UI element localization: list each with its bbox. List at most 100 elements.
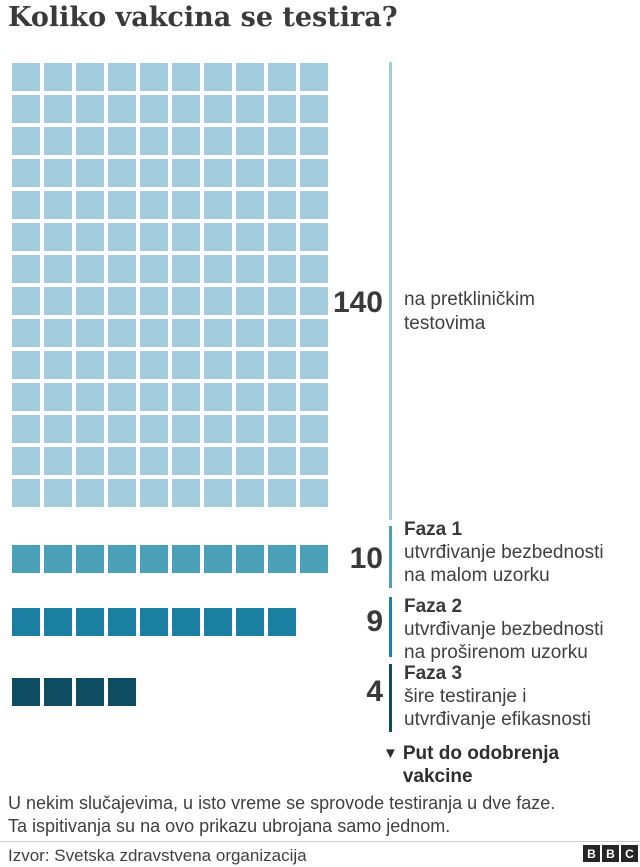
unit-square-preclinical (108, 351, 136, 379)
unit-square-preclinical (108, 415, 136, 443)
unit-square-preclinical (108, 159, 136, 187)
unit-square-preclinical (108, 287, 136, 315)
count-label-faza-1: 10 (349, 542, 383, 575)
description-faza-1: Faza 1 utvrđivanje bezbednosti na malom … (404, 518, 604, 587)
bbc-logo: B B C (583, 845, 638, 862)
unit-square-preclinical (76, 447, 104, 475)
unit-square-faza-3 (76, 678, 104, 706)
source-credit: Izvor: Svetska zdravstvena organizacija (8, 846, 307, 865)
count-label-faza-2: 9 (366, 605, 383, 638)
unit-square-preclinical (108, 223, 136, 251)
unit-square-faza-1 (44, 545, 72, 573)
unit-square-preclinical (76, 479, 104, 507)
unit-square-preclinical (140, 447, 168, 475)
unit-square-faza-2 (204, 608, 232, 636)
phase-heading: Faza 3 (404, 663, 463, 684)
unit-square-preclinical (204, 255, 232, 283)
unit-square-preclinical (12, 191, 40, 219)
unit-square-preclinical (300, 383, 328, 411)
unit-square-preclinical (140, 127, 168, 155)
unit-square-preclinical (12, 63, 40, 91)
unit-square-preclinical (12, 319, 40, 347)
unit-square-preclinical (44, 95, 72, 123)
unit-square-faza-2 (108, 608, 136, 636)
unit-square-preclinical (140, 351, 168, 379)
unit-square-preclinical (236, 383, 264, 411)
unit-square-preclinical (44, 159, 72, 187)
unit-square-preclinical (300, 63, 328, 91)
unit-square-preclinical (44, 287, 72, 315)
unit-square-preclinical (204, 127, 232, 155)
unit-square-preclinical (268, 127, 296, 155)
footnote-line: U nekim slučajevima, u isto vreme se spr… (8, 793, 556, 813)
unit-square-preclinical (236, 223, 264, 251)
guide-line-faza-2 (389, 597, 392, 657)
unit-square-faza-2 (236, 608, 264, 636)
unit-square-preclinical (204, 447, 232, 475)
description-faza-3: Faza 3 šire testiranje i utvrđivanje efi… (404, 662, 591, 731)
unit-square-faza-1 (172, 545, 200, 573)
unit-square-preclinical (172, 479, 200, 507)
unit-square-preclinical (172, 63, 200, 91)
unit-square-preclinical (300, 191, 328, 219)
unit-square-preclinical (300, 415, 328, 443)
unit-square-faza-2 (268, 608, 296, 636)
unit-square-preclinical (204, 415, 232, 443)
unit-square-preclinical (44, 447, 72, 475)
unit-square-faza-2 (172, 608, 200, 636)
unit-square-preclinical (108, 255, 136, 283)
unit-square-faza-2 (12, 608, 40, 636)
unit-square-preclinical (76, 159, 104, 187)
unit-square-preclinical (44, 351, 72, 379)
bbc-logo-block: B (583, 845, 600, 862)
unit-square-preclinical (140, 191, 168, 219)
unit-square-preclinical (204, 383, 232, 411)
unit-square-preclinical (236, 319, 264, 347)
unit-square-faza-1 (204, 545, 232, 573)
footnote-line: Ta ispitivanja su na ovo prikazu ubrojan… (8, 816, 451, 836)
unit-square-preclinical (204, 319, 232, 347)
unit-square-preclinical (12, 479, 40, 507)
unit-square-faza-3 (44, 678, 72, 706)
unit-square-preclinical (300, 447, 328, 475)
unit-square-preclinical (44, 479, 72, 507)
unit-square-preclinical (76, 415, 104, 443)
unit-square-faza-1 (300, 545, 328, 573)
chart-title: Koliko vakcina se testira? (8, 2, 398, 33)
unit-square-preclinical (76, 223, 104, 251)
unit-square-preclinical (236, 255, 264, 283)
count-label-faza-3: 4 (366, 675, 383, 708)
unit-square-preclinical (12, 255, 40, 283)
unit-square-preclinical (12, 223, 40, 251)
unit-square-preclinical (12, 95, 40, 123)
unit-square-preclinical (140, 287, 168, 315)
unit-square-preclinical (140, 479, 168, 507)
waffle-grid-faza-3 (12, 678, 330, 706)
unit-square-preclinical (172, 191, 200, 219)
description-preclinical: na pretkliničkim testovima (404, 288, 535, 336)
unit-square-preclinical (204, 191, 232, 219)
unit-square-preclinical (12, 351, 40, 379)
unit-square-preclinical (236, 479, 264, 507)
description-faza-2: Faza 2 utvrđivanje bezbednosti na prošir… (404, 595, 604, 664)
guide-line-faza-1 (389, 526, 392, 588)
unit-square-preclinical (204, 223, 232, 251)
unit-square-preclinical (140, 159, 168, 187)
unit-square-preclinical (140, 319, 168, 347)
unit-square-preclinical (172, 127, 200, 155)
bbc-logo-block: B (602, 845, 619, 862)
down-triangle-icon: ▼ (383, 745, 398, 762)
unit-square-preclinical (236, 351, 264, 379)
unit-square-preclinical (76, 191, 104, 219)
unit-square-preclinical (172, 351, 200, 379)
unit-square-preclinical (268, 351, 296, 379)
description-line: na proširenom uzorku (404, 642, 588, 663)
description-line: utvrđivanje bezbednosti (404, 542, 604, 563)
description-line: šire testiranje i (404, 686, 527, 707)
unit-square-preclinical (12, 287, 40, 315)
unit-square-faza-1 (268, 545, 296, 573)
unit-square-preclinical (140, 255, 168, 283)
unit-square-preclinical (204, 351, 232, 379)
unit-square-preclinical (268, 383, 296, 411)
